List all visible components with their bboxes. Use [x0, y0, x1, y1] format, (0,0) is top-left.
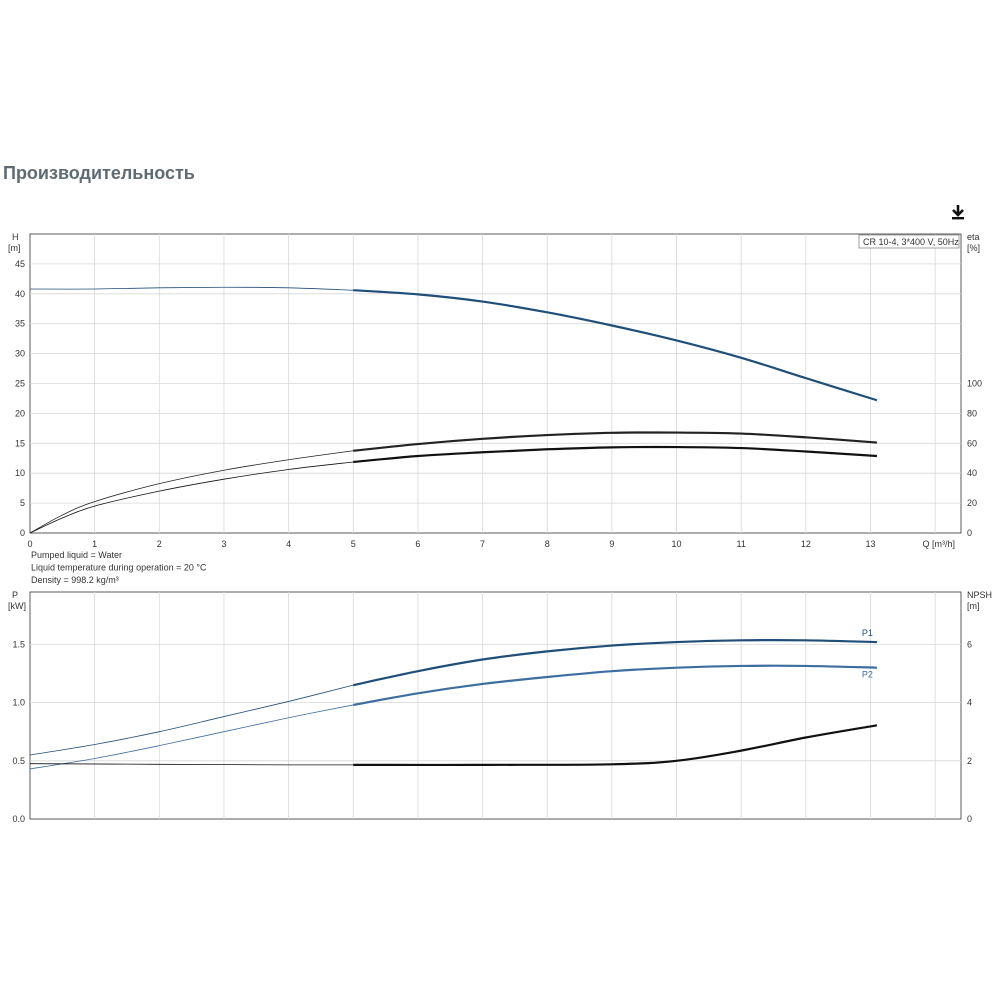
x-tick-label: 13	[865, 539, 875, 549]
y-right-axis-label: NPSH	[967, 590, 992, 600]
y-right-axis-unit: [%]	[967, 243, 980, 253]
y-right-tick-label: 80	[967, 408, 977, 418]
x-tick-label: 1	[92, 539, 97, 549]
x-tick-label: 8	[545, 539, 550, 549]
x-tick-label: 12	[801, 539, 811, 549]
series-line-curve-2-extended	[29, 461, 354, 534]
y-left-tick-label: 35	[15, 319, 25, 329]
series-line-curve-1	[353, 431, 878, 452]
x-tick-label: 2	[157, 539, 162, 549]
series-line-P2	[353, 664, 877, 707]
x-tick-label: 0	[27, 539, 32, 549]
y-right-tick-label: 6	[967, 639, 972, 649]
y-right-tick-label: 2	[967, 756, 972, 766]
power-npsh-chart: 0.0 0.5 1.0 1.5 P[kW] 0 2 4 6 NPSH[m] P1 P2 Pumped l…	[8, 550, 992, 824]
plot-frame	[29, 591, 962, 820]
y-right-axis-label: eta	[967, 232, 980, 242]
y-left-tick-label: 0.0	[12, 814, 25, 824]
series-line-curve-2	[353, 724, 878, 767]
y-left-tick-label: 1.5	[12, 639, 25, 649]
x-tick-label: 11	[737, 539, 746, 549]
x-axis-label: Q [m³/h]	[922, 539, 955, 549]
x-tick-label: 7	[480, 539, 485, 549]
y-left-tick-label: 45	[15, 259, 25, 269]
legend-label: CR 10-4, 3*400 V, 50Hz	[863, 237, 959, 247]
y-left-tick-label: 30	[15, 349, 25, 359]
y-right-tick-label: 100	[967, 379, 982, 389]
y-left-axis-label: P	[12, 590, 18, 600]
y-left-tick-label: 15	[15, 438, 25, 448]
y-right-tick-label: 0	[967, 528, 972, 538]
y-left-tick-label: 0	[20, 528, 25, 538]
x-tick-label: 10	[672, 539, 682, 549]
page-title: Производительность	[3, 163, 195, 183]
series-label: P1	[862, 628, 873, 638]
series-line-P2-extended	[29, 704, 354, 770]
y-left-tick-label: 5	[20, 498, 25, 508]
y-right-tick-label: 40	[967, 468, 977, 478]
y-left-tick-label: 10	[15, 468, 25, 478]
y-right-tick-label: 60	[967, 438, 977, 448]
y-right-tick-label: 4	[967, 698, 972, 708]
x-tick-label: 5	[351, 539, 356, 549]
series-label: P2	[862, 670, 873, 680]
chart-note: Density = 998.2 kg/m³	[31, 575, 119, 585]
y-right-tick-label: 0	[967, 814, 972, 824]
x-tick-label: 4	[286, 539, 291, 549]
chart-note: Pumped liquid = Water	[31, 550, 122, 560]
y-left-tick-label: 40	[15, 289, 25, 299]
y-left-axis-unit: [m]	[8, 243, 21, 253]
y-left-tick-label: 25	[15, 379, 25, 389]
y-right-axis-unit: [m]	[967, 601, 980, 611]
head-efficiency-chart: 0 1 2 3 4 5 6 7 8 9 10 11 12 13 Q [m³/h]05101520253035…	[8, 232, 982, 549]
x-tick-label: 9	[609, 539, 614, 549]
download-icon[interactable]	[948, 202, 968, 222]
y-left-axis-unit: [kW]	[8, 601, 26, 611]
series-line-curve-0	[353, 289, 878, 402]
x-tick-label: 6	[415, 539, 420, 549]
y-left-tick-label: 20	[15, 408, 25, 418]
y-left-axis-label: H	[12, 232, 19, 242]
y-left-tick-label: 1.0	[12, 698, 25, 708]
series-line-P1-extended	[29, 684, 354, 756]
series-line-curve-0-extended	[29, 286, 354, 291]
y-right-tick-label: 20	[967, 498, 977, 508]
legend-box	[858, 234, 960, 249]
series-line-P1	[353, 638, 877, 687]
series-line-curve-1-extended	[29, 450, 354, 534]
x-tick-label: 3	[221, 539, 226, 549]
y-left-tick-label: 0.5	[12, 756, 25, 766]
chart-note: Liquid temperature during operation = 20…	[31, 563, 207, 573]
series-line-curve-2-extended	[29, 763, 354, 766]
series-line-curve-2	[353, 445, 878, 464]
